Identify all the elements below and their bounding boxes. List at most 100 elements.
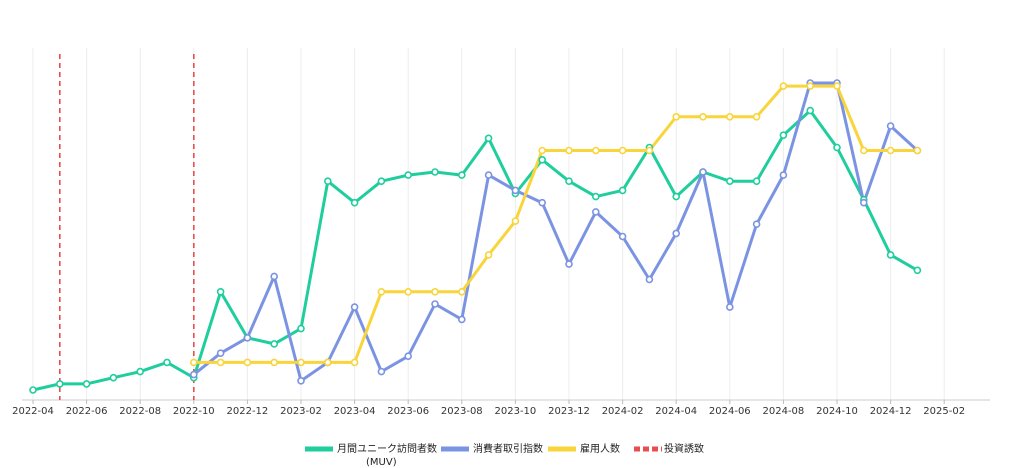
data-point[interactable] (725, 303, 734, 311)
data-point[interactable] (457, 287, 466, 296)
data-point[interactable] (270, 340, 279, 348)
data-point[interactable] (699, 113, 707, 121)
x-tick-label: 2022-04 (12, 406, 54, 417)
data-point[interactable] (779, 131, 788, 139)
data-point[interactable] (538, 156, 547, 164)
data-point[interactable] (136, 367, 144, 376)
data-point[interactable] (457, 171, 466, 179)
data-point[interactable] (913, 266, 922, 275)
data-point[interactable] (591, 208, 600, 216)
data-point[interactable] (484, 171, 493, 179)
data-point[interactable] (672, 229, 681, 238)
data-point[interactable] (297, 324, 305, 333)
x-axis-ticks: 2022-04 2022-06 2022-08 2022-10 2022-12 2023-… (12, 400, 965, 417)
data-point[interactable] (190, 370, 198, 379)
data-point[interactable] (457, 315, 466, 324)
data-point[interactable] (431, 287, 439, 296)
data-point[interactable] (377, 177, 386, 185)
data-point[interactable] (859, 198, 868, 207)
data-point[interactable] (216, 349, 225, 358)
data-point[interactable] (618, 232, 627, 241)
data-point[interactable] (29, 386, 37, 394)
data-point[interactable] (243, 333, 252, 342)
data-point[interactable] (565, 177, 573, 185)
data-point[interactable] (591, 192, 600, 201)
x-tick-label: 2023-12 (548, 406, 590, 417)
data-point[interactable] (484, 134, 493, 143)
data-point[interactable] (323, 358, 332, 367)
series-lines (29, 79, 922, 394)
data-point[interactable] (618, 186, 627, 195)
x-tick-label: 2023-04 (334, 406, 376, 417)
data-point[interactable] (404, 352, 413, 361)
data-point[interactable] (538, 198, 547, 207)
data-point[interactable] (618, 146, 627, 155)
data-point[interactable] (431, 168, 439, 176)
legend-item-employees[interactable]: 雇用人数 (548, 442, 620, 455)
data-point[interactable] (377, 287, 386, 296)
data-point[interactable] (511, 217, 520, 225)
data-point[interactable] (645, 275, 654, 284)
data-point[interactable] (243, 358, 252, 367)
data-point[interactable] (779, 171, 788, 179)
data-point[interactable] (82, 380, 91, 388)
data-point[interactable] (270, 358, 279, 367)
legend-label-investment: 投資誘致 (664, 442, 704, 455)
data-point[interactable] (806, 106, 815, 115)
data-point[interactable] (190, 358, 198, 367)
data-point[interactable] (833, 143, 841, 152)
x-tick-label: 2024-06 (709, 406, 751, 417)
legend-item-muv[interactable]: 月間ユニーク訪問者数 (MUV) (305, 442, 437, 468)
legend-item-investment[interactable]: 投資誘致 (634, 442, 704, 455)
data-point[interactable] (511, 186, 520, 195)
data-point[interactable] (913, 146, 922, 155)
data-point[interactable] (565, 146, 573, 155)
legend-label-muv: 月間ユニーク訪問者数 (337, 442, 437, 455)
data-point[interactable] (323, 177, 332, 185)
data-point[interactable] (725, 113, 734, 121)
data-point[interactable] (404, 171, 413, 179)
x-tick-label: 2023-10 (495, 406, 537, 417)
data-point[interactable] (859, 146, 868, 155)
data-point[interactable] (350, 198, 359, 207)
data-point[interactable] (270, 272, 279, 281)
data-point[interactable] (886, 146, 895, 155)
legend-label-employees: 雇用人数 (580, 442, 620, 455)
data-point[interactable] (725, 177, 734, 185)
data-point[interactable] (779, 82, 788, 90)
legend-label-muv-unit: (MUV) (366, 457, 397, 468)
data-point[interactable] (404, 287, 413, 296)
x-tick-label: 2024-12 (870, 406, 912, 417)
data-point[interactable] (752, 220, 761, 228)
data-point[interactable] (297, 376, 305, 385)
data-point[interactable] (484, 251, 493, 259)
data-point[interactable] (216, 287, 225, 296)
data-point[interactable] (886, 251, 895, 259)
data-point[interactable] (752, 113, 761, 121)
data-point[interactable] (699, 168, 707, 176)
series-line-2 (193, 84, 918, 364)
data-point[interactable] (377, 367, 386, 376)
data-point[interactable] (833, 82, 841, 90)
data-point[interactable] (591, 146, 600, 155)
data-point[interactable] (431, 300, 439, 308)
x-tick-label: 2023-08 (441, 406, 483, 417)
legend-item-consumer-index[interactable]: 消費者取引指数 (441, 442, 543, 455)
data-point[interactable] (752, 177, 761, 185)
data-point[interactable] (538, 146, 547, 155)
data-point[interactable] (350, 303, 359, 311)
data-point[interactable] (297, 358, 305, 367)
data-point[interactable] (672, 192, 681, 201)
data-point[interactable] (109, 373, 118, 382)
data-point[interactable] (806, 82, 815, 90)
data-point[interactable] (163, 358, 171, 367)
x-tick-label: 2022-06 (66, 406, 108, 417)
data-point[interactable] (55, 380, 64, 388)
data-point[interactable] (645, 146, 654, 155)
data-point[interactable] (565, 260, 573, 268)
data-point[interactable] (216, 358, 225, 367)
data-point[interactable] (886, 122, 895, 130)
data-point[interactable] (672, 113, 681, 121)
data-point[interactable] (350, 358, 359, 367)
